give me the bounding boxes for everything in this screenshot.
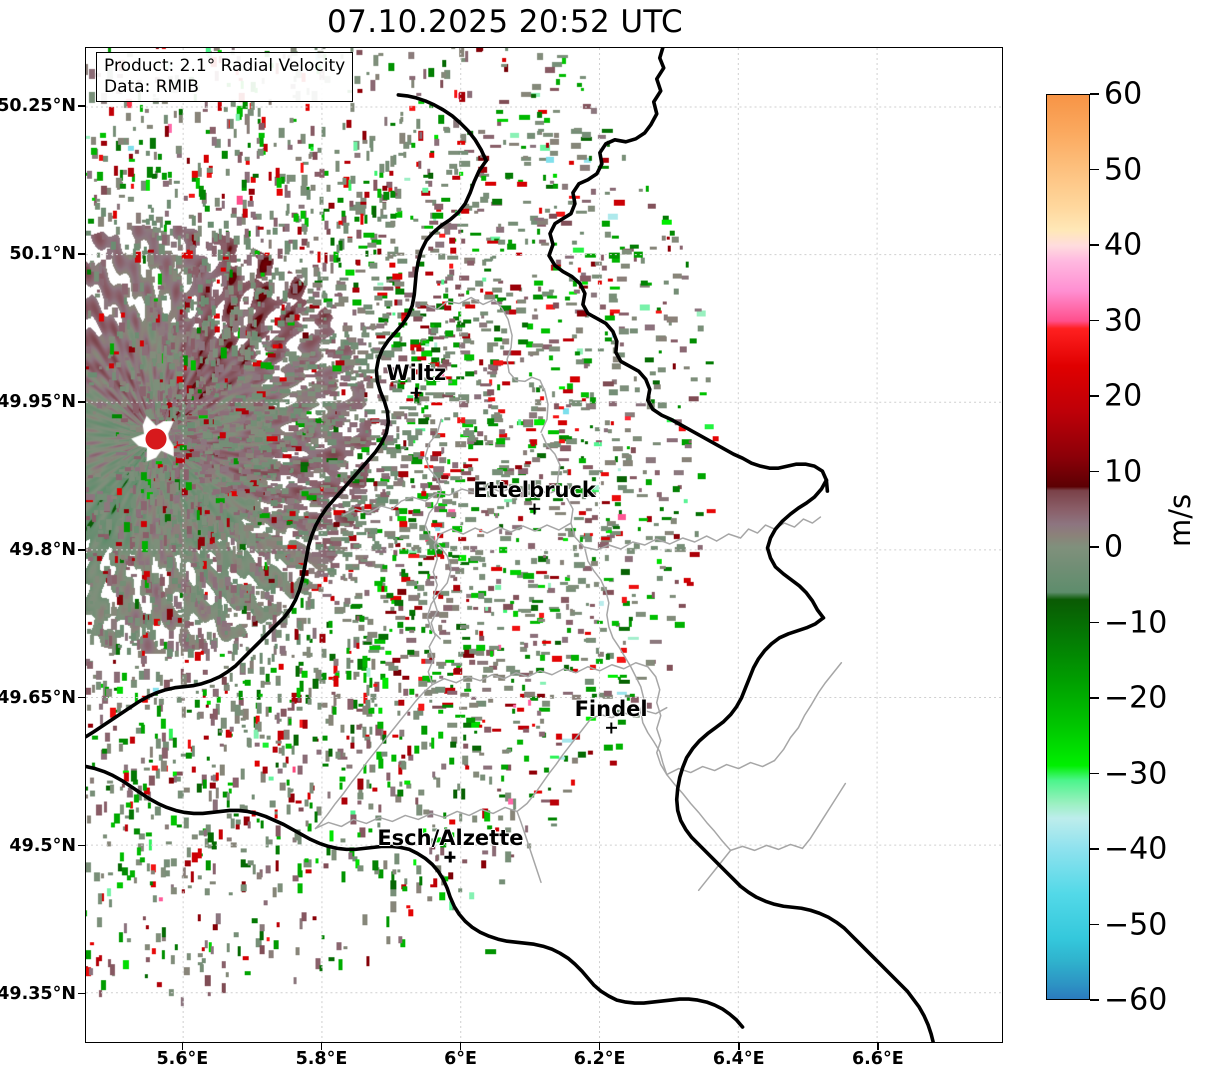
y-tick-label-2: 49.95°N — [0, 392, 76, 412]
y-tick-label-4: 49.65°N — [0, 687, 76, 708]
x-tick-label-1: 5.8°E — [295, 1049, 348, 1069]
x-tick-label-3: 6.2°E — [573, 1049, 626, 1069]
y-tick-label-5: 49.5°N — [9, 835, 76, 856]
city-label-esch-alzette: Esch/Alzette — [377, 826, 523, 865]
colorbar-tick-mark-2 — [1090, 244, 1099, 246]
colorbar-tick-label-11: −50 — [1104, 907, 1168, 942]
y-tick-label-0: 50.25°N — [0, 96, 76, 117]
colorbar-tick-mark-9 — [1090, 772, 1099, 775]
y-tick-mark-4 — [78, 696, 85, 699]
city-label-wiltz: Wiltz — [386, 361, 446, 400]
colorbar-tick-label-4: 20 — [1104, 378, 1143, 414]
radar-site-marker — [145, 428, 167, 450]
city-name-text: Ettelbruck — [473, 477, 596, 502]
x-tick-label-5: 6.6°E — [851, 1049, 904, 1069]
page-title: 07.10.2025 20:52 UTC — [327, 4, 683, 40]
city-cross-icon — [473, 502, 596, 517]
city-label-ettelbruck: Ettelbruck — [473, 478, 596, 517]
map-vector-layer — [86, 48, 1002, 1042]
colorbar-tick-label-9: −30 — [1104, 756, 1168, 791]
colorbar-tick-mark-7 — [1090, 621, 1099, 624]
y-tick-label-6: 49.35°N — [0, 983, 76, 1004]
colorbar[interactable] — [1046, 94, 1090, 1000]
city-cross-icon — [386, 385, 446, 400]
city-cross-icon — [575, 721, 648, 736]
x-tick-mark-5 — [877, 1043, 879, 1050]
colorbar-tick-mark-1 — [1090, 168, 1099, 171]
colorbar-tick-mark-12 — [1090, 999, 1099, 1001]
colorbar-tick-label-3: 30 — [1104, 303, 1143, 338]
colorbar-tick-label-0: 60 — [1104, 76, 1143, 112]
country-borders — [547, 48, 935, 1042]
y-tick-label-3: 49.8°N — [9, 539, 76, 560]
colorbar-tick-mark-3 — [1090, 319, 1099, 322]
colorbar-tick-label-2: 40 — [1104, 227, 1143, 263]
y-tick-mark-3 — [78, 548, 85, 551]
city-name-text: Esch/Alzette — [377, 825, 524, 850]
colorbar-tick-label-5: 10 — [1104, 454, 1143, 489]
colorbar-tick-mark-6 — [1090, 546, 1099, 548]
y-tick-label-1: 50.1°N — [9, 244, 76, 265]
colorbar-tick-mark-10 — [1090, 848, 1099, 850]
colorbar-tick-label-10: −40 — [1104, 831, 1168, 867]
colorbar-tick-mark-8 — [1090, 697, 1099, 699]
x-tick-mark-1 — [320, 1043, 323, 1050]
colorbar-tick-mark-4 — [1090, 395, 1099, 397]
luxembourg-national-border — [86, 93, 745, 1029]
data-source-line: Data: RMIB — [104, 76, 199, 97]
city-cross-icon — [377, 850, 523, 865]
y-tick-mark-1 — [78, 253, 85, 255]
city-label-findel: Findel — [575, 697, 648, 736]
radar-reflectivity-layer — [86, 48, 1002, 1042]
x-tick-mark-4 — [737, 1043, 740, 1050]
colorbar-tick-label-8: −20 — [1104, 680, 1168, 716]
city-name-text: Findel — [574, 696, 648, 721]
x-tick-mark-2 — [459, 1043, 462, 1050]
colorbar-tick-label-6: 0 — [1104, 529, 1124, 565]
map-gridlines — [86, 48, 1002, 1042]
colorbar-title: m/s — [1163, 493, 1197, 547]
colorbar-tick-mark-11 — [1090, 923, 1099, 926]
y-tick-mark-2 — [78, 401, 85, 403]
x-tick-mark-3 — [598, 1043, 601, 1050]
product-line: Product: 2.1° Radial Velocity — [104, 56, 346, 76]
y-tick-mark-5 — [78, 844, 85, 847]
x-tick-label-2: 6°E — [444, 1049, 477, 1069]
product-info-box: Product: 2.1° Radial Velocity Data: RMIB — [96, 52, 354, 103]
colorbar-tick-mark-5 — [1090, 470, 1099, 473]
colorbar-tick-label-12: −60 — [1104, 982, 1168, 1018]
x-tick-label-4: 6.4°E — [712, 1049, 765, 1069]
radar-map[interactable]: Wiltz Ettelbruck Findel Esch/Alzette — [85, 47, 1003, 1043]
colorbar-tick-label-1: 50 — [1104, 152, 1143, 187]
y-tick-mark-6 — [78, 992, 85, 995]
y-tick-mark-0 — [78, 105, 85, 107]
colorbar-tick-label-7: −10 — [1104, 605, 1168, 640]
x-tick-mark-0 — [181, 1043, 184, 1050]
x-tick-label-0: 5.6°E — [156, 1049, 209, 1069]
internal-boundaries — [314, 296, 847, 892]
city-name-text: Wiltz — [386, 361, 447, 386]
colorbar-tick-mark-0 — [1090, 93, 1099, 95]
